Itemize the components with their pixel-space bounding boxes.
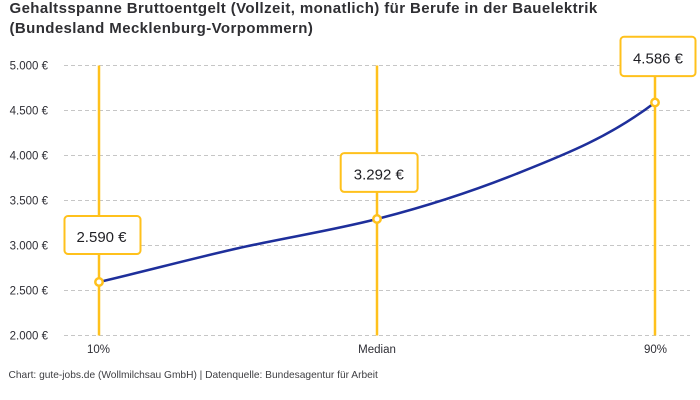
svg-text:Median: Median: [358, 344, 396, 356]
svg-text:3.292 €: 3.292 €: [354, 166, 405, 183]
svg-text:90%: 90%: [644, 344, 667, 356]
svg-text:4.586 €: 4.586 €: [633, 50, 684, 67]
svg-text:3.000 €: 3.000 €: [10, 241, 49, 253]
svg-text:2.500 €: 2.500 €: [10, 286, 49, 298]
svg-text:4.500 €: 4.500 €: [10, 106, 49, 118]
svg-text:4.000 €: 4.000 €: [10, 151, 49, 163]
svg-text:5.000 €: 5.000 €: [10, 61, 49, 73]
svg-text:2.590 €: 2.590 €: [76, 229, 127, 246]
svg-text:2.000 €: 2.000 €: [10, 331, 49, 343]
svg-text:10%: 10%: [87, 344, 110, 356]
svg-text:3.500 €: 3.500 €: [10, 196, 49, 208]
